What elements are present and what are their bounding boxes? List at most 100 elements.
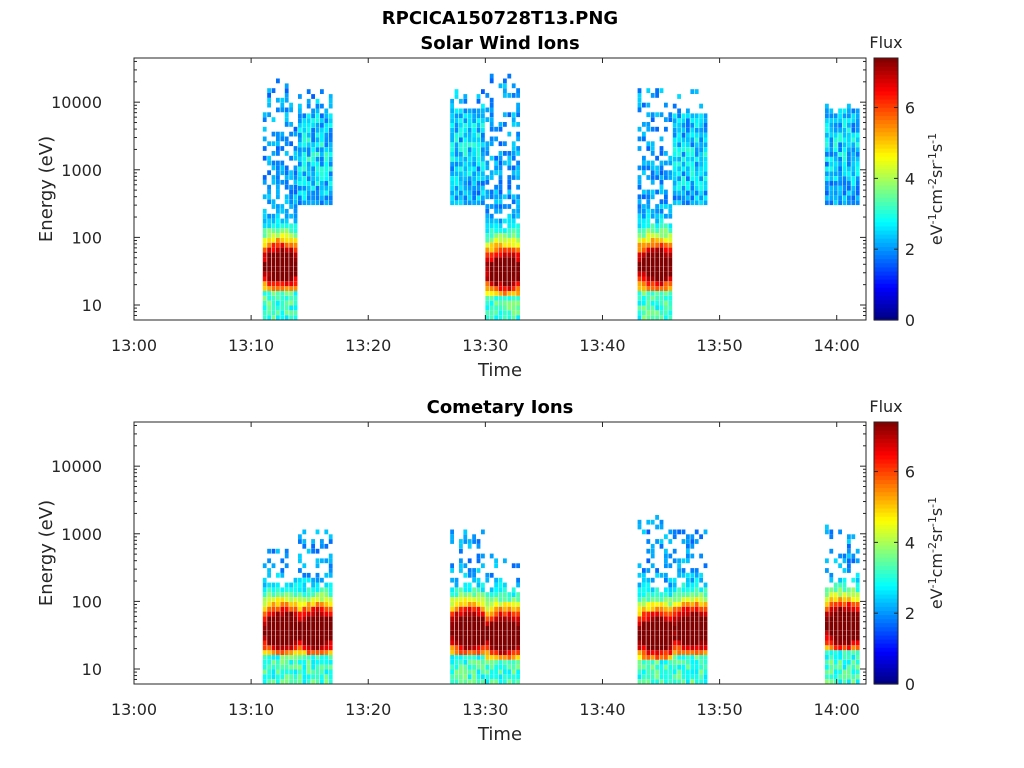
- heatmap-cell: [293, 218, 298, 224]
- heatmap-cell: [668, 674, 673, 680]
- heatmap-cell: [328, 674, 333, 680]
- heatmap-cell: [842, 185, 847, 191]
- heatmap-cell: [511, 606, 516, 612]
- heatmap-cell: [320, 635, 324, 641]
- heatmap-cell: [472, 108, 476, 114]
- heatmap-cell: [485, 640, 490, 646]
- heatmap-cell: [637, 655, 642, 660]
- heatmap-cell: [324, 659, 329, 665]
- heatmap-cell: [659, 262, 664, 267]
- heatmap-cell: [489, 635, 494, 641]
- heatmap-cell: [298, 626, 302, 631]
- heatmap-cell: [851, 166, 856, 172]
- heatmap-cell: [677, 181, 681, 186]
- heatmap-cell: [459, 185, 463, 191]
- heatmap-cell: [311, 655, 315, 660]
- heatmap-cell: [659, 601, 664, 607]
- heatmap-cell: [298, 142, 302, 148]
- heatmap-cell: [833, 137, 838, 143]
- heatmap-cell: [829, 123, 834, 128]
- heatmap-cell: [293, 621, 298, 626]
- heatmap-cell: [659, 597, 664, 602]
- heatmap-cell: [694, 601, 699, 607]
- heatmap-cell: [699, 601, 703, 607]
- heatmap-cell: [507, 93, 512, 98]
- heatmap-cell: [503, 266, 507, 272]
- heatmap-cell: [494, 252, 498, 258]
- colorbar-segment: [874, 557, 898, 562]
- heatmap-cell: [324, 674, 329, 680]
- heatmap-cell: [306, 152, 311, 157]
- heatmap-cell: [454, 601, 459, 607]
- heatmap-cell: [459, 176, 463, 181]
- heatmap-cell: [324, 655, 329, 660]
- heatmap-cell: [476, 626, 481, 631]
- heatmap-cell: [276, 582, 280, 588]
- heatmap-cell: [320, 89, 324, 94]
- heatmap-cell: [655, 233, 659, 238]
- heatmap-cell: [681, 616, 686, 622]
- heatmap-cell: [315, 659, 320, 665]
- heatmap-cell: [851, 655, 856, 660]
- heatmap-cell: [485, 117, 490, 122]
- heatmap-cell: [459, 568, 463, 573]
- heatmap-cell: [267, 597, 271, 602]
- heatmap-cell: [664, 175, 668, 180]
- heatmap-cell: [637, 247, 642, 253]
- heatmap-cell: [463, 572, 468, 578]
- heatmap-cell: [454, 89, 459, 94]
- heatmap-cell: [271, 645, 276, 651]
- heatmap-cell: [842, 611, 847, 617]
- heatmap-cell: [516, 93, 520, 98]
- heatmap-cell: [655, 208, 659, 214]
- heatmap-cell: [298, 611, 302, 617]
- heatmap-cell: [315, 166, 320, 172]
- heatmap-cell: [851, 132, 856, 138]
- heatmap-cell: [851, 152, 856, 157]
- heatmap-cell: [467, 127, 472, 133]
- heatmap-cell: [311, 161, 315, 167]
- heatmap-cell: [668, 563, 673, 569]
- heatmap-cell: [311, 142, 315, 148]
- heatmap-cell: [306, 626, 311, 631]
- heatmap-cell: [694, 572, 699, 578]
- heatmap-cell: [507, 233, 512, 238]
- heatmap-cell: [642, 237, 646, 243]
- heatmap-cell: [838, 621, 842, 626]
- heatmap-cell: [699, 156, 703, 162]
- heatmap-cell: [686, 132, 690, 138]
- heatmap-cell: [293, 645, 298, 651]
- heatmap-cell: [476, 123, 481, 128]
- heatmap-cell: [267, 548, 271, 554]
- heatmap-cell: [324, 650, 329, 655]
- heatmap-cell: [328, 659, 333, 665]
- heatmap-cell: [485, 315, 490, 320]
- heatmap-cell: [485, 655, 490, 660]
- heatmap-cell: [459, 679, 463, 684]
- heatmap-cell: [489, 587, 494, 593]
- heatmap-cell: [298, 132, 302, 138]
- heatmap-cell: [637, 626, 642, 631]
- heatmap-cell: [829, 195, 834, 201]
- heatmap-cell: [503, 271, 507, 277]
- heatmap-cell: [672, 601, 677, 607]
- heatmap-cell: [650, 577, 655, 583]
- heatmap-cell: [516, 659, 520, 665]
- heatmap-cell: [681, 669, 686, 675]
- heatmap-cell: [262, 262, 267, 267]
- heatmap-cell: [315, 147, 320, 152]
- heatmap-cell: [699, 132, 703, 138]
- heatmap-cell: [280, 247, 285, 253]
- heatmap-cell: [328, 640, 333, 646]
- heatmap-cell: [668, 208, 673, 214]
- heatmap-cell: [668, 117, 673, 122]
- colorbar-segment: [874, 577, 898, 583]
- heatmap-cell: [851, 626, 856, 631]
- heatmap-cell: [655, 295, 659, 301]
- heatmap-cell: [694, 152, 699, 157]
- heatmap-cell: [276, 679, 280, 684]
- heatmap-cell: [642, 305, 646, 311]
- heatmap-cell: [481, 181, 485, 186]
- heatmap-cell: [485, 577, 490, 583]
- heatmap-cell: [267, 310, 271, 316]
